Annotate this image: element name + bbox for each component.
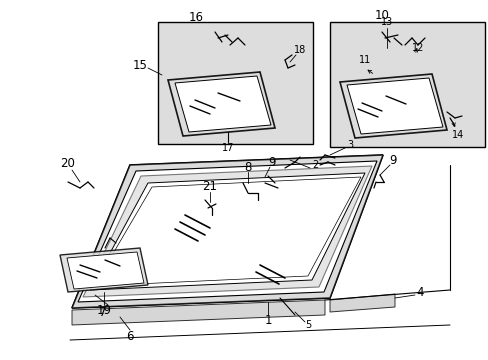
Polygon shape [339, 74, 446, 138]
Polygon shape [168, 72, 274, 136]
Text: 13: 13 [380, 17, 392, 27]
Text: 14: 14 [451, 130, 463, 140]
Text: 11: 11 [358, 55, 370, 65]
Text: 17: 17 [222, 143, 234, 153]
Polygon shape [72, 300, 325, 325]
Text: 21: 21 [202, 180, 217, 193]
Text: 20: 20 [61, 157, 75, 170]
Polygon shape [175, 76, 270, 132]
Text: 15: 15 [132, 59, 147, 72]
Polygon shape [78, 161, 376, 302]
Polygon shape [60, 248, 148, 292]
Text: 10: 10 [374, 9, 388, 22]
Text: 2: 2 [311, 160, 318, 170]
Text: 12: 12 [411, 43, 423, 53]
Text: 16: 16 [188, 10, 203, 23]
Text: 6: 6 [126, 329, 134, 342]
Polygon shape [94, 177, 360, 286]
Text: 19: 19 [96, 303, 111, 316]
FancyBboxPatch shape [329, 22, 484, 147]
Text: 4: 4 [415, 287, 423, 300]
Polygon shape [72, 155, 382, 308]
Polygon shape [90, 173, 364, 290]
Text: 9: 9 [268, 156, 275, 168]
Text: 7: 7 [99, 306, 106, 319]
Text: 5: 5 [304, 320, 310, 330]
Polygon shape [346, 78, 442, 134]
Polygon shape [329, 294, 394, 312]
FancyBboxPatch shape [158, 22, 312, 144]
Text: 18: 18 [293, 45, 305, 55]
Text: 3: 3 [346, 140, 352, 150]
Text: 8: 8 [244, 161, 251, 174]
Text: 9: 9 [388, 153, 396, 166]
Polygon shape [67, 252, 143, 289]
Text: 1: 1 [264, 314, 271, 327]
Polygon shape [83, 166, 371, 297]
